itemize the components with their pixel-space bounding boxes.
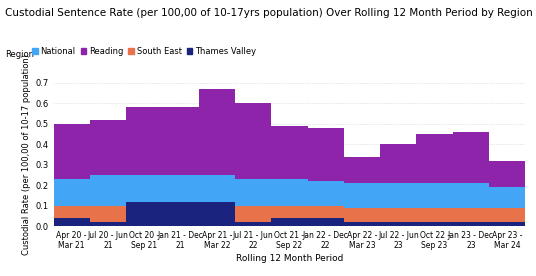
- Bar: [126, 175, 162, 202]
- Bar: [380, 144, 416, 183]
- Bar: [453, 208, 489, 222]
- Bar: [271, 179, 308, 206]
- Bar: [453, 132, 489, 183]
- Bar: [199, 89, 235, 175]
- Bar: [308, 206, 344, 218]
- Bar: [162, 202, 199, 226]
- Bar: [344, 222, 380, 226]
- Bar: [235, 206, 271, 222]
- Bar: [416, 134, 453, 183]
- Bar: [271, 218, 308, 226]
- Bar: [54, 179, 90, 206]
- Bar: [380, 222, 416, 226]
- Bar: [54, 124, 90, 179]
- Bar: [235, 222, 271, 226]
- Bar: [489, 161, 525, 187]
- Bar: [416, 222, 453, 226]
- Bar: [344, 183, 380, 208]
- Bar: [380, 183, 416, 208]
- Bar: [453, 183, 489, 208]
- Bar: [90, 175, 126, 206]
- Y-axis label: Custodial Rate (per 100,00 of 10-17 population): Custodial Rate (per 100,00 of 10-17 popu…: [23, 54, 31, 255]
- Bar: [271, 126, 308, 179]
- Bar: [126, 107, 162, 175]
- Bar: [199, 175, 235, 202]
- Bar: [235, 103, 271, 179]
- Bar: [271, 206, 308, 218]
- Bar: [90, 222, 126, 226]
- Bar: [90, 206, 126, 222]
- Bar: [380, 208, 416, 222]
- Bar: [489, 222, 525, 226]
- Bar: [489, 187, 525, 208]
- X-axis label: Rolling 12 Month Period: Rolling 12 Month Period: [236, 254, 343, 263]
- Bar: [235, 179, 271, 206]
- Bar: [126, 202, 162, 226]
- Bar: [162, 107, 199, 175]
- Bar: [416, 208, 453, 222]
- Bar: [162, 175, 199, 202]
- Bar: [308, 128, 344, 181]
- Bar: [90, 120, 126, 175]
- Text: Region: Region: [5, 50, 34, 59]
- Legend: National, Reading, South East, Thames Valley: National, Reading, South East, Thames Va…: [32, 47, 256, 56]
- Text: Custodial Sentence Rate (per 100,00 of 10-17yrs population) Over Rolling 12 Mont: Custodial Sentence Rate (per 100,00 of 1…: [5, 8, 533, 18]
- Bar: [308, 218, 344, 226]
- Bar: [308, 181, 344, 206]
- Bar: [416, 183, 453, 208]
- Bar: [453, 222, 489, 226]
- Bar: [344, 156, 380, 183]
- Bar: [344, 208, 380, 222]
- Bar: [489, 208, 525, 222]
- Bar: [199, 202, 235, 226]
- Bar: [54, 206, 90, 218]
- Bar: [54, 218, 90, 226]
